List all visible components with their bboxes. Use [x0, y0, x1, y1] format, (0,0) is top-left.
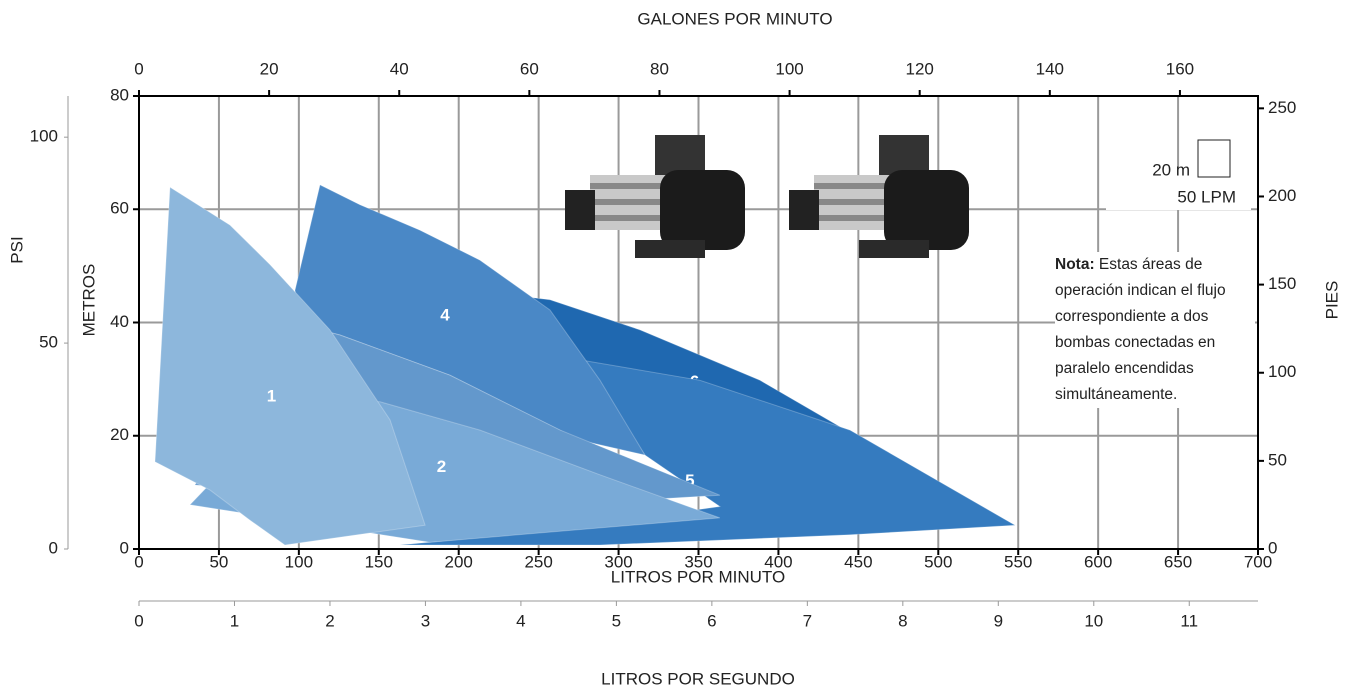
x-tick-label: 650: [1164, 552, 1192, 571]
y-tick-label: 40: [110, 312, 129, 331]
axes: 0 50 100 150 200 250 300 350 400 450 500 550 600 650 7…: [30, 59, 1297, 630]
pies-tick-label: 150: [1268, 274, 1296, 293]
top-tick-label: 100: [775, 59, 803, 78]
y-tick-label: 80: [110, 85, 129, 104]
areas: 654321: [154, 184, 1017, 546]
area-label: 1: [267, 386, 276, 405]
x-tick-label: 500: [924, 552, 952, 571]
y-axis-title: METROS: [79, 264, 98, 337]
x-tick-label: 300: [604, 552, 632, 571]
pies-axis-title: PIES: [1322, 281, 1341, 320]
scale-height-label: 20 m: [1152, 160, 1190, 179]
top-tick-label: 160: [1166, 59, 1194, 78]
pies-tick-label: 100: [1268, 362, 1296, 381]
top-tick-label: 40: [390, 59, 409, 78]
top-tick-label: 0: [134, 59, 143, 78]
psi-tick-label: 100: [30, 127, 58, 146]
x-tick-label: 600: [1084, 552, 1112, 571]
pies-tick-label: 0: [1268, 538, 1277, 557]
pies-tick-label: 250: [1268, 98, 1296, 117]
lps-tick-label: 5: [612, 611, 621, 630]
area: [154, 186, 426, 546]
y-tick-label: 0: [120, 538, 129, 557]
top-tick-label: 140: [1036, 59, 1064, 78]
x-tick-label: 0: [134, 552, 143, 571]
x-tick-label: 450: [844, 552, 872, 571]
note-label: Nota:: [1055, 256, 1095, 273]
area-label: 4: [440, 305, 450, 324]
top-tick-label: 120: [906, 59, 934, 78]
x-axis-title: LITROS POR MINUTO: [611, 567, 785, 586]
x-tick-label: 200: [445, 552, 473, 571]
pump-icon: [565, 135, 745, 258]
y-tick-label: 60: [110, 199, 129, 218]
lps-tick-label: 10: [1084, 611, 1103, 630]
x-tick-label: 50: [209, 552, 228, 571]
y-tick-label: 20: [110, 425, 129, 444]
area-label: 2: [437, 457, 446, 476]
x-tick-label: 400: [764, 552, 792, 571]
lps-tick-label: 0: [134, 611, 143, 630]
lps-tick-label: 3: [421, 611, 430, 630]
lps-tick-label: 2: [325, 611, 334, 630]
note: Nota: Estas áreas de operación indican e…: [1055, 252, 1255, 408]
psi-tick-label: 0: [49, 538, 58, 557]
x-tick-label: 250: [524, 552, 552, 571]
lps-tick-label: 9: [994, 611, 1003, 630]
scale-box: [1197, 139, 1231, 178]
top-tick-label: 20: [260, 59, 279, 78]
top-tick-label: 80: [650, 59, 669, 78]
x-tick-label: 700: [1244, 552, 1272, 571]
x-tick-label: 350: [684, 552, 712, 571]
pump-icon: [789, 135, 969, 258]
pies-tick-label: 200: [1268, 186, 1296, 205]
scale-width-label: 50 LPM: [1177, 187, 1236, 206]
area-label: 5: [685, 471, 694, 490]
pies-tick-label: 50: [1268, 450, 1287, 469]
lps-tick-label: 7: [803, 611, 812, 630]
lps-tick-label: 6: [707, 611, 716, 630]
top-tick-label: 60: [520, 59, 539, 78]
plot-frame: [138, 95, 1259, 550]
psi-tick-label: 50: [39, 333, 58, 352]
top-axis-title: GALONES POR MINUTO: [637, 9, 832, 28]
lps-tick-label: 8: [898, 611, 907, 630]
lps-axis-title: LITROS POR SEGUNDO: [601, 669, 795, 688]
x-tick-label: 150: [365, 552, 393, 571]
note-text: Estas áreas de operación indican el fluj…: [1055, 256, 1226, 403]
x-tick-label: 550: [1004, 552, 1032, 571]
psi-axis-title: PSI: [7, 236, 26, 263]
lps-tick-label: 1: [230, 611, 239, 630]
x-tick-label: 100: [285, 552, 313, 571]
pumps: [565, 135, 969, 258]
lps-tick-label: 11: [1180, 611, 1198, 630]
lps-tick-label: 4: [516, 611, 525, 630]
